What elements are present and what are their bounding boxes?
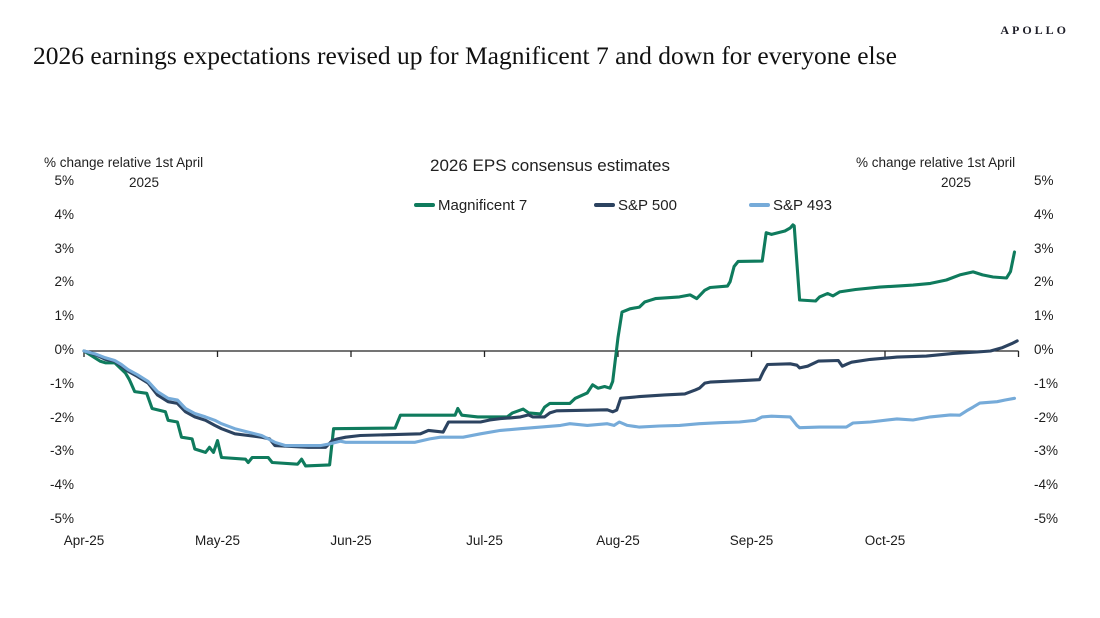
y-tick-label-left: 2% [54,274,74,290]
series-line-magnificent-7 [82,223,1017,468]
legend-label-sp500: S&P 500 [618,196,677,214]
page-title: 2026 earnings expectations revised up fo… [33,41,897,70]
y-tick-label-right: 0% [1034,342,1054,357]
y-tick-label-right: -4% [1034,477,1059,493]
y-tick-label-left: 4% [54,206,74,222]
y-axis-note-right-line2: 2025 [940,175,972,190]
legend-swatch-sp500 [594,203,615,207]
y-tick-label-left: 5% [54,173,74,188]
series-line-s-p-500 [82,339,1019,449]
y-tick-label-right: -5% [1034,511,1059,526]
y-axis-note-right: % change relative 1st April 2025 [856,153,1056,193]
y-tick-label-left: 0% [54,342,74,357]
y-tick-label-right: 4% [1034,206,1054,222]
legend-item-magnificent-7: Magnificent 7 [414,196,527,214]
x-tick-label: Apr-25 [63,533,105,548]
legend-swatch-sp493 [749,203,770,207]
y-tick-label-left: -2% [49,409,74,425]
x-tick-label: Jun-25 [330,533,372,548]
series-line-s-p-493 [82,349,1017,448]
y-axis-note-left: % change relative 1st April 2025 [44,153,244,193]
y-tick-label-left: -5% [49,511,74,526]
y-axis-note-left-line1: % change relative 1st April [44,155,204,170]
legend-label-magnificent-7: Magnificent 7 [438,196,528,214]
legend-label-sp493: S&P 493 [773,196,832,214]
y-tick-label-right: -1% [1034,375,1059,391]
y-tick-label-right: 5% [1034,173,1054,188]
y-tick-label-left: 3% [54,240,74,256]
y-tick-label-left: -1% [49,375,74,391]
apollo-logo: APOLLO [1000,23,1069,37]
x-tick-label: Oct-25 [864,533,906,548]
y-tick-label-left: -3% [49,443,74,459]
y-axis-note-right-line1: % change relative 1st April [856,155,1016,170]
x-tick-label: Aug-25 [596,533,640,548]
y-tick-label-right: -3% [1034,443,1059,459]
y-tick-label-right: 3% [1034,240,1054,256]
y-tick-label-right: 1% [1034,308,1054,324]
x-tick-label: May-25 [194,533,240,548]
y-tick-label-left: -4% [49,477,74,493]
x-tick-label: Sep-25 [729,533,774,548]
y-tick-label-right: -2% [1034,409,1059,425]
legend-item-sp493: S&P 493 [749,196,832,214]
y-tick-label-left: 1% [54,308,74,324]
chart-title: 2026 EPS consensus estimates [429,156,671,175]
x-tick-label: Jul-25 [466,533,503,548]
y-tick-label-right: 2% [1034,274,1054,290]
legend-swatch-magnificent-7 [414,203,435,207]
legend-item-sp500: S&P 500 [594,196,677,214]
y-axis-note-left-line2: 2025 [128,175,160,190]
